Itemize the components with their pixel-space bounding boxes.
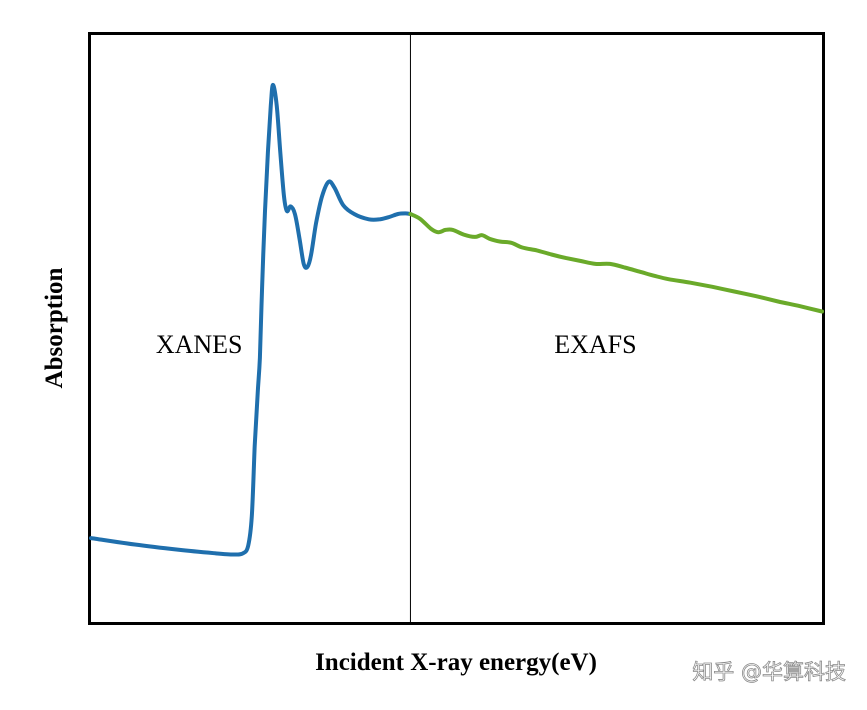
watermark-text: 知乎 @华算科技 <box>692 660 846 684</box>
y-axis-label: Absorption <box>41 267 68 388</box>
x-axis-label: Incident X-ray energy(eV) <box>315 649 597 676</box>
region-label-group: XANES EXAFS <box>156 330 637 359</box>
region-label-exafs: EXAFS <box>554 330 636 359</box>
plot-frame <box>88 32 825 625</box>
series-group <box>89 82 824 557</box>
series-line-exafs <box>408 212 824 314</box>
region-label-xanes: XANES <box>156 330 243 359</box>
series-line-xanes <box>89 82 413 557</box>
